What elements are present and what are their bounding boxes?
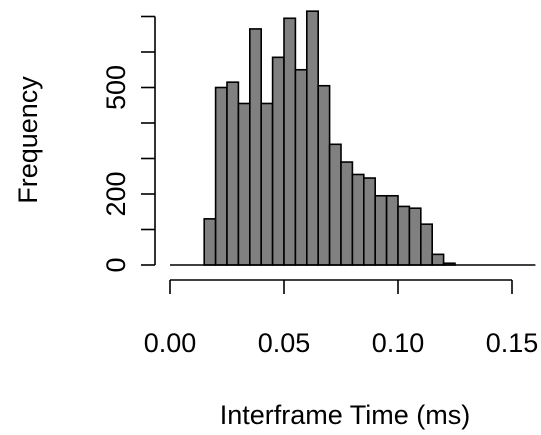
histogram-bar: [203, 218, 217, 266]
histogram-bar: [283, 17, 297, 266]
x-tick-label: 0.10: [372, 328, 425, 358]
bars-group: [203, 10, 456, 266]
y-tick-label: 0: [101, 257, 131, 272]
x-tick-label: 0.15: [486, 328, 539, 358]
x-tick-label: 0.05: [258, 328, 311, 358]
x-axis: 0.00 0.05 0.10 0.15: [144, 279, 539, 358]
histogram-bar: [237, 102, 251, 266]
histogram-bar: [374, 194, 388, 266]
histogram-bar: [340, 161, 354, 266]
histogram-bar: [419, 223, 433, 266]
y-tick-label: 200: [101, 171, 131, 216]
histogram-bar: [431, 253, 445, 266]
histogram-bar: [214, 86, 228, 266]
histogram-bar: [249, 28, 263, 266]
histogram-bar: [271, 56, 285, 266]
histogram-bar: [317, 84, 331, 266]
y-axis: 0 200 500: [101, 15, 156, 273]
histogram-bar: [397, 205, 411, 266]
histogram-bar: [328, 143, 342, 266]
y-axis-label: Frequency: [13, 76, 43, 204]
histogram-bar: [305, 10, 319, 266]
x-tick-label: 0.00: [144, 328, 197, 358]
histogram-bar: [226, 81, 240, 266]
x-axis-label: Interframe Time (ms): [220, 400, 471, 430]
histogram-bar: [385, 194, 399, 266]
histogram-bar: [260, 102, 274, 266]
histogram-bar: [362, 177, 376, 266]
histogram-bar: [294, 68, 308, 266]
histogram-bar: [408, 207, 422, 266]
y-tick-label: 500: [101, 65, 131, 110]
histogram-bar: [351, 173, 365, 266]
